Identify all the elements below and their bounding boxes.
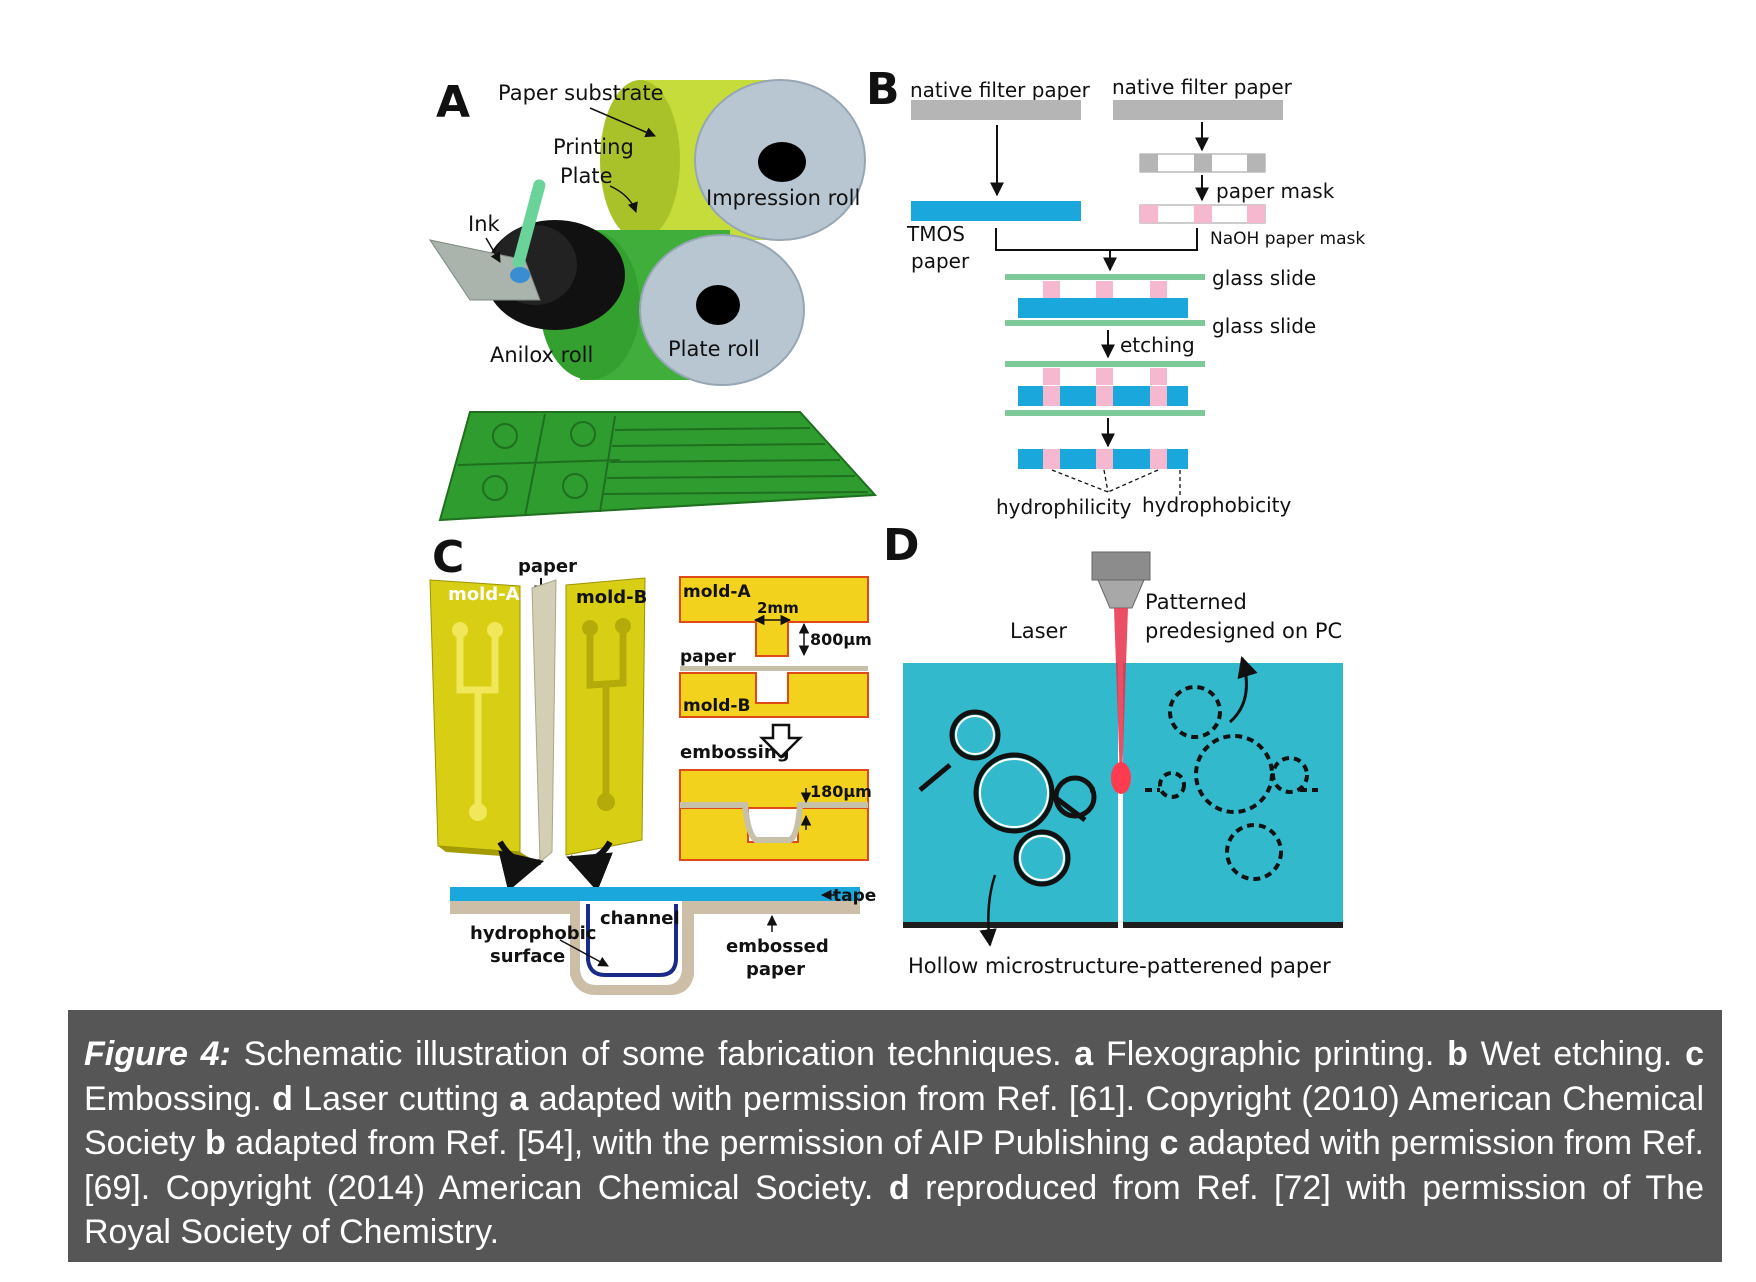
label-native-filter-paper-right: native filter paper [1112, 75, 1293, 99]
paper-mask-strip [1139, 153, 1266, 173]
label-naoh-paper-mask: NaOH paper mask [1210, 229, 1365, 249]
fold-arrow-left [497, 840, 545, 892]
paper-sheet-between [531, 579, 557, 864]
label-impression-roll: Impression roll [706, 186, 860, 210]
caption-text-9: reproduced from Ref. [72] with permissio… [84, 1168, 1704, 1252]
label-180um: 180μm [810, 782, 872, 801]
naoh-mask-strip [1139, 204, 1266, 224]
label-section-paper: paper [680, 647, 736, 667]
label-anilox-roll: Anilox roll [490, 343, 593, 367]
label-mold-b: mold-B [576, 587, 647, 608]
channel-section [450, 887, 860, 995]
label-native-filter-paper-left: native filter paper [910, 78, 1091, 102]
caption-text-5: Laser cutting [292, 1079, 510, 1118]
label-laser: Laser [1010, 619, 1067, 643]
plate-roll-hub [696, 285, 740, 325]
panel-a: A [428, 77, 878, 522]
label-section-mold-b: mold-B [683, 696, 750, 716]
figure-caption: Figure 4: Schematic illustration of some… [68, 1010, 1722, 1262]
anilox-roll-drawing [428, 179, 625, 330]
caption-label: Figure 4: [84, 1035, 231, 1073]
laser-cut-line [1118, 663, 1123, 928]
caption-text-7: adapted from Ref. [54], with the permiss… [225, 1124, 1160, 1162]
label-glass-slide-1: glass slide [1212, 266, 1316, 290]
caption-text-2: Flexographic printing. [1093, 1035, 1448, 1073]
caption-key-c: c [1685, 1035, 1705, 1073]
mold-a-plate [429, 579, 530, 858]
label-plate-roll: Plate roll [668, 337, 760, 361]
label-channel: channel [600, 908, 680, 929]
laser-beam [1114, 608, 1128, 780]
label-embossing: embossing [680, 742, 790, 763]
panel-b-letter: B [866, 64, 900, 115]
laser-spot [1111, 762, 1131, 794]
fold-arrow-right [566, 840, 613, 892]
patterned-paper-result [1018, 449, 1188, 469]
label-tmos: TMOS [906, 222, 965, 246]
label-ink: Ink [468, 212, 501, 236]
label-mold-a: mold-A [448, 584, 520, 605]
label-printing: Printing [553, 135, 634, 159]
impression-roll-hub [758, 142, 806, 182]
caption-text-6: adapted with permission from Ref. [61]. … [84, 1079, 1704, 1163]
label-paper-substrate: Paper substrate [498, 81, 664, 105]
label-800um: 800μm [810, 630, 872, 649]
label-hydrophobicity: hydrophobicity [1142, 493, 1291, 517]
panel-c-letter: C [432, 532, 464, 583]
label-hydrophilicity: hydrophilicity [996, 495, 1132, 519]
caption-key-a: a [1074, 1035, 1094, 1073]
label-2mm: 2mm [757, 599, 799, 617]
label-embossed-paper: paper [746, 959, 805, 980]
caption-key-d2: d [888, 1168, 910, 1207]
native-paper-left [911, 100, 1081, 120]
panel-c: C paper mold-A mold-B [429, 532, 876, 995]
embossing-arrow [758, 723, 804, 759]
label-tmos-paper: paper [911, 249, 970, 273]
printed-green-sheet [438, 411, 878, 522]
panel-b: B native filter paper native filter pape… [866, 64, 1365, 519]
caption-key-b: b [1447, 1035, 1468, 1073]
caption-key-c2: c [1159, 1124, 1179, 1162]
section-mold-b [679, 672, 869, 718]
label-paper-top: paper [518, 556, 577, 577]
panel-d: D Laser Patterned predesigned on PC [883, 520, 1343, 978]
sandwich-stack-2 [1005, 361, 1205, 416]
laser-head [1091, 551, 1151, 609]
caption-text-3: Wet etching. [1467, 1035, 1686, 1073]
label-surface: surface [490, 946, 565, 967]
label-predesigned: predesigned on PC [1145, 619, 1342, 643]
label-section-mold-a: mold-A [683, 582, 751, 602]
impression-roll-drawing [600, 79, 866, 241]
caption-text-1: Schematic illustration of some fabricati… [230, 1035, 1075, 1073]
mold-b-plate [565, 577, 646, 856]
label-etching: etching [1120, 333, 1195, 357]
panel-a-letter: A [436, 77, 470, 128]
caption-key-d: d [272, 1079, 293, 1118]
section-paper-layer [680, 666, 868, 671]
panel-d-letter: D [883, 520, 920, 571]
caption-key-a2: a [509, 1079, 529, 1118]
caption-text-4: Embossing. [84, 1079, 273, 1118]
caption-key-b2: b [205, 1124, 226, 1162]
hollow-pattern-cut [918, 709, 1097, 887]
label-embossed: embossed [726, 936, 829, 957]
tmos-paper-strip [911, 201, 1081, 221]
caption-text-8: adapted with permission from Ref. [69]. … [84, 1124, 1704, 1207]
native-paper-right [1113, 100, 1283, 120]
dashed-pattern-predesigned [1145, 685, 1318, 881]
label-glass-slide-2: glass slide [1212, 314, 1316, 338]
label-hollow-microstructure: Hollow microstructure-patterened paper [908, 954, 1331, 978]
label-paper-mask: paper mask [1216, 179, 1335, 203]
label-tape: tape [833, 886, 876, 906]
sandwich-stack-1 [1005, 274, 1205, 326]
section-embossed [679, 769, 869, 861]
label-patterned: Patterned [1145, 590, 1247, 614]
label-plate: Plate [560, 164, 613, 188]
label-hydrophobic: hydrophobic [470, 923, 596, 944]
